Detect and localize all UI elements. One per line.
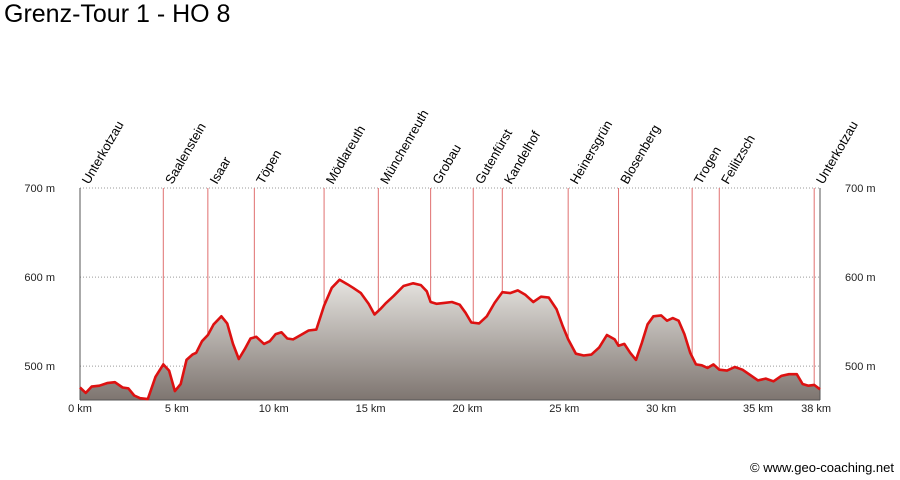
y-tick-label-left: 600 m — [24, 272, 55, 284]
y-tick-labels-left: 500 m 600 m 700 m — [24, 183, 55, 373]
y-tick-label-left: 700 m — [24, 183, 55, 195]
x-tick-label: 25 km — [549, 403, 579, 415]
elevation-line — [79, 278, 821, 401]
x-tick-label: 15 km — [356, 403, 386, 415]
x-tick-label: 0 km — [68, 403, 92, 415]
y-tick-label-right: 700 m — [845, 183, 876, 195]
y-tick-label-left: 500 m — [24, 361, 55, 373]
x-tick-label: 10 km — [259, 403, 289, 415]
x-tick-label: 35 km — [743, 403, 773, 415]
x-tick-label: 20 km — [452, 403, 482, 415]
waypoint-label: Töpen — [253, 147, 284, 186]
waypoint-label: Mödlareuth — [323, 123, 369, 187]
y-tick-labels-right: 500 m 600 m 700 m — [845, 183, 876, 373]
y-tick-label-right: 500 m — [845, 361, 876, 373]
y-tick-label-right: 600 m — [845, 272, 876, 284]
waypoint-label: Heinersgrün — [567, 118, 615, 187]
elevation-area — [80, 279, 820, 400]
waypoint-label: Münchenreuth — [377, 107, 432, 186]
x-tick-labels: 0 km 5 km 10 km 15 km 20 km 25 km 30 km 35 km 38… — [68, 403, 831, 415]
x-tick-label: 30 km — [646, 403, 676, 415]
waypoint-label: Unterkotzau — [813, 118, 861, 186]
waypoint-label: Isaar — [206, 153, 234, 186]
waypoint-label: Grobau — [429, 141, 464, 186]
waypoint-label: Saalenstein — [162, 120, 209, 186]
x-tick-label: 5 km — [165, 403, 189, 415]
waypoint-label: Blosenberg — [617, 122, 663, 186]
waypoint-label: Unterkotzau — [79, 118, 127, 186]
x-tick-label: 38 km — [801, 403, 831, 415]
axis-layer — [79, 188, 821, 401]
waypoint-label: Feilitzsch — [718, 132, 758, 186]
chart-title: Grenz-Tour 1 - HO 8 — [4, 0, 231, 28]
copyright-credit: © www.geo-coaching.net — [750, 460, 894, 475]
